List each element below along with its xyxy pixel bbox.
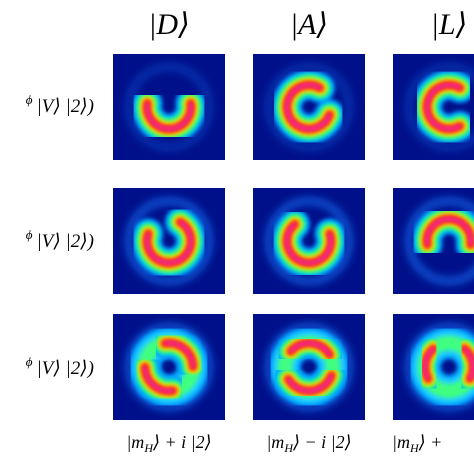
- intensity-lobe: [286, 223, 332, 264]
- row-label-sup: ϕ: [26, 92, 33, 107]
- image-panel: [113, 188, 225, 294]
- label-part: |m: [126, 432, 144, 452]
- speckle-halo: [124, 62, 214, 152]
- speckle-halo: [264, 196, 354, 286]
- intensity-lobe: [146, 220, 192, 264]
- speckle-halo: [404, 62, 474, 152]
- intensity-lobe: [287, 374, 333, 392]
- image-panel: [253, 54, 365, 160]
- row-label: ϕ |V⟩ |2⟩): [26, 227, 94, 252]
- label-part: ⟩ + i |2⟩: [152, 432, 212, 452]
- image-panel: [393, 314, 474, 420]
- image-panel: [393, 54, 474, 160]
- label-part: |m: [266, 432, 284, 452]
- intensity-lobe: [426, 218, 472, 246]
- label-part: |m: [392, 432, 410, 452]
- intensity-lobe: [463, 347, 474, 380]
- column-header: |D⟩: [148, 8, 190, 41]
- intensity-lobe: [146, 102, 192, 130]
- row-label-sup: ϕ: [26, 227, 33, 242]
- intensity-lobe: [163, 342, 194, 368]
- image-grid: [113, 54, 474, 420]
- intensity-lobe: [424, 347, 435, 380]
- intensity-lobe: [144, 366, 175, 392]
- intensity-lobe: [426, 84, 461, 130]
- label-sub: H: [409, 441, 420, 455]
- image-panel: [393, 188, 474, 294]
- speckle-halo: [124, 196, 214, 286]
- row-label-text: |V⟩ |2⟩): [37, 96, 94, 117]
- row-label-text: |V⟩ |2⟩): [37, 231, 94, 252]
- image-panel: [113, 54, 225, 160]
- label-part: ⟩ − i |2⟩: [292, 432, 352, 452]
- row-label-text: |V⟩ |2⟩): [37, 358, 94, 379]
- bottom-label: |mH⟩ − i |2⟩: [266, 432, 351, 455]
- row-label: ϕ |V⟩ |2⟩): [26, 354, 94, 379]
- intensity-lobe: [289, 342, 331, 356]
- image-panel: [253, 314, 365, 420]
- row-label: ϕ |V⟩ |2⟩): [26, 92, 94, 117]
- image-panel: [113, 314, 225, 420]
- speckle-halo: [264, 62, 354, 152]
- label-sub: H: [283, 441, 294, 455]
- bottom-label: |mH⟩ + i |2⟩: [126, 432, 211, 455]
- label-sub: H: [143, 441, 154, 455]
- label-part: ⟩ +: [418, 432, 443, 452]
- column-header: |L⟩: [431, 8, 468, 41]
- bottom-label: |mH⟩ +: [392, 432, 442, 455]
- intensity-lobe: [286, 84, 331, 130]
- speckle-halo: [404, 196, 474, 286]
- column-header: |A⟩: [290, 8, 328, 41]
- image-panel: [253, 188, 365, 294]
- row-label-sup: ϕ: [26, 354, 33, 369]
